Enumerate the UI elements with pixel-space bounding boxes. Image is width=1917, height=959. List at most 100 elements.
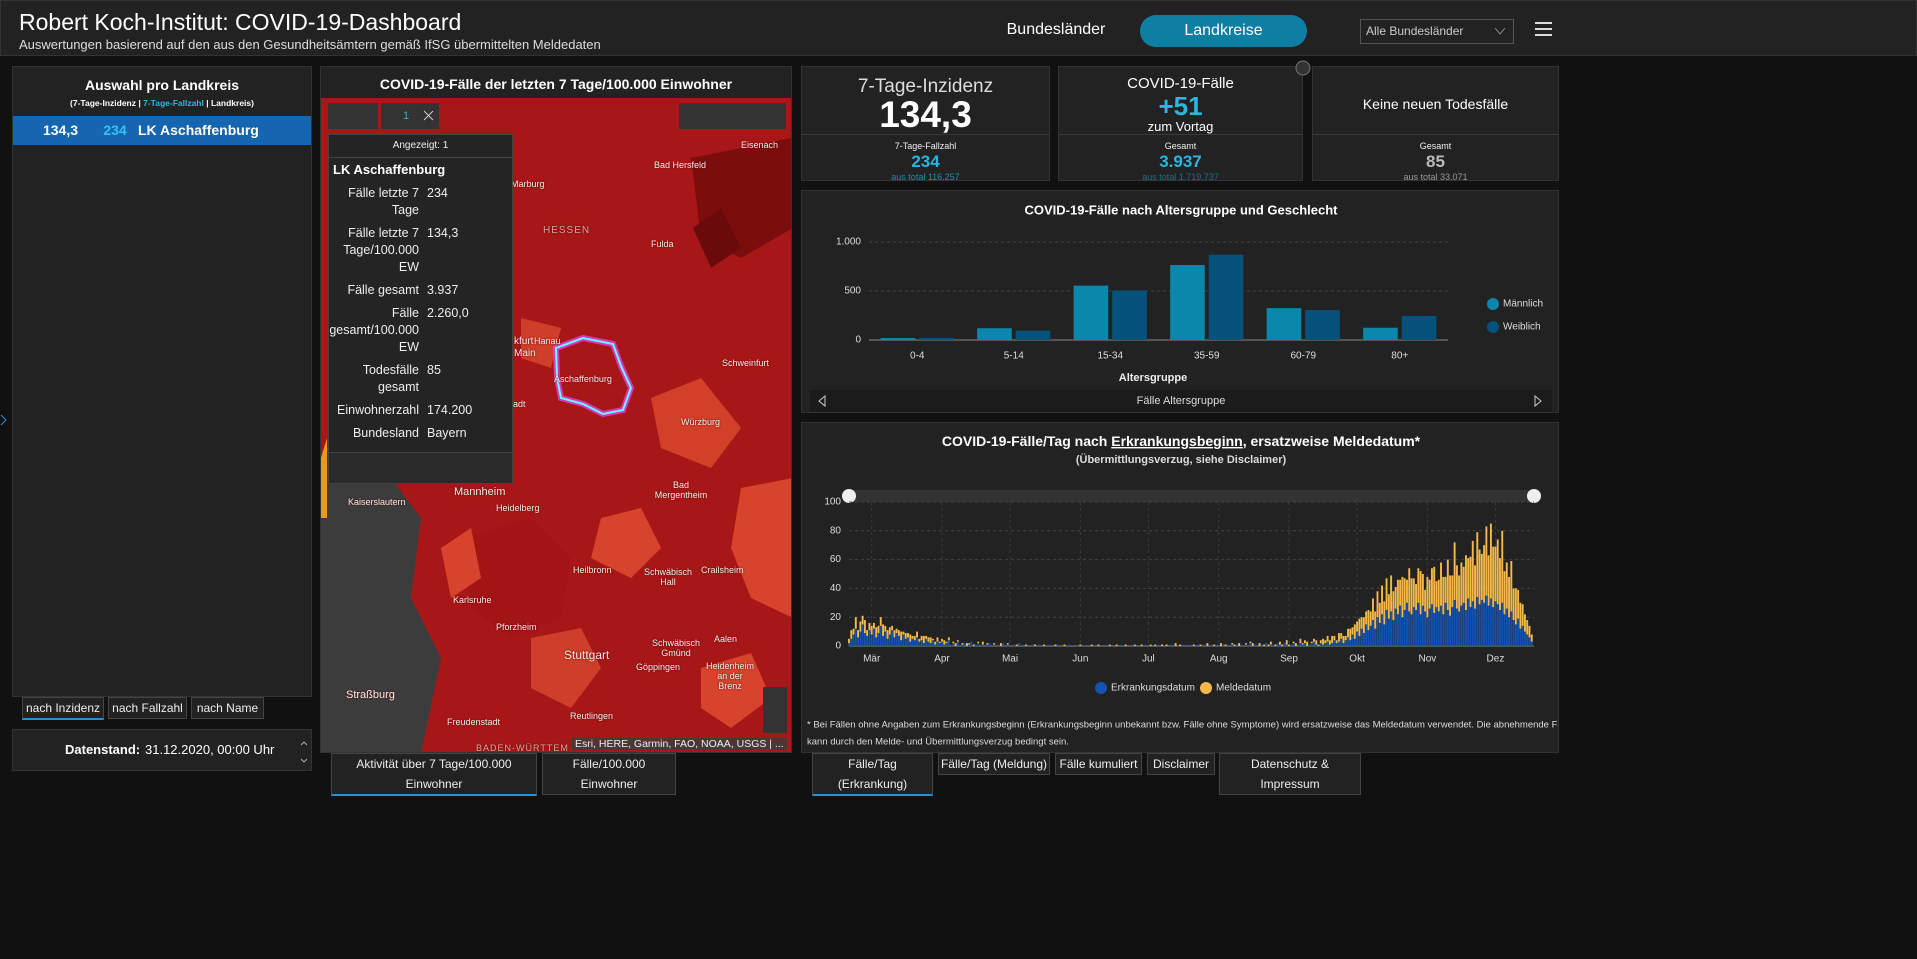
bar-segment: [1474, 565, 1476, 609]
bar-segment: [1501, 530, 1504, 603]
bar-segment: [1181, 644, 1184, 646]
bar-segment: [1331, 643, 1334, 646]
bar-segment: [1285, 640, 1288, 645]
county-row[interactable]: 134,3 234 LK Aschaffenburg: [13, 116, 311, 145]
chart-tab[interactable]: Fälle kumuliert: [1055, 753, 1142, 775]
bar-segment: [1356, 631, 1359, 646]
title: Robert Koch-Institut: COVID-19-Dashboard: [19, 9, 462, 35]
map-tab[interactable]: Aktivität über 7 Tage/100.000 Einwohner: [331, 753, 537, 796]
bar-segment: [1308, 644, 1311, 646]
bar-segment: [1297, 644, 1300, 646]
bar-segment: [1256, 644, 1259, 646]
bar-segment: [1079, 644, 1082, 646]
kpi-total: aus total 1.719.737: [1142, 172, 1219, 182]
bar-segment: [1034, 644, 1036, 646]
bar-segment: [1347, 637, 1349, 646]
bar-segment: [1435, 607, 1438, 646]
bar-segment: [1449, 615, 1452, 646]
bar-segment: [863, 633, 866, 646]
bar-segment: [1460, 605, 1463, 646]
bar-segment: [1353, 624, 1356, 639]
sort-tab[interactable]: nach Name: [191, 697, 264, 719]
map-tool[interactable]: 1: [381, 103, 439, 129]
expand-icon[interactable]: [1295, 60, 1311, 76]
slider-handle[interactable]: [1527, 489, 1541, 503]
side-arrow[interactable]: [0, 414, 8, 426]
y-tick-label: 0: [855, 335, 861, 346]
map-label: Mannheim: [454, 486, 506, 498]
navigator-arrows[interactable]: [818, 394, 1542, 408]
bar-segment: [1283, 643, 1286, 646]
bar-segment: [916, 631, 918, 638]
title-part[interactable]: Erkrankungsbeginn: [1111, 433, 1242, 449]
bar-segment: [1154, 644, 1157, 646]
bar-segment: [1115, 644, 1118, 646]
bar-segment: [920, 640, 923, 646]
chart-tab[interactable]: Fälle/Tag (Meldung): [938, 753, 1050, 775]
bar-segment: [981, 644, 984, 646]
chart-tab[interactable]: Disclaimer: [1147, 753, 1215, 775]
bar-segment: [1419, 571, 1422, 615]
bar-segment: [993, 643, 996, 645]
bar-segment: [927, 641, 930, 646]
bar-segment: [1303, 640, 1306, 644]
bar-segment: [1446, 610, 1449, 646]
menu-icon[interactable]: [1535, 21, 1552, 37]
bar-segment: [907, 637, 909, 646]
bar-segment: [1505, 562, 1508, 609]
bar-segment: [1301, 643, 1304, 645]
map-search-tools[interactable]: [679, 103, 786, 129]
dropdown-arrow: [1495, 28, 1505, 35]
kpi-sub-label: 7-Tage-Fallzahl: [894, 141, 957, 151]
x-tick-label: Apr: [934, 654, 950, 665]
y-tick-label: 20: [830, 612, 842, 623]
bar-segment: [1290, 644, 1293, 646]
bar-segment: [1392, 591, 1395, 621]
bar-segment: [1292, 643, 1295, 646]
bar-segment: [1340, 633, 1343, 639]
legend-swatch: [1095, 682, 1107, 694]
close-icon[interactable]: [423, 110, 434, 121]
bar-segment: [1367, 610, 1370, 631]
range-slider[interactable]: [849, 490, 1534, 502]
bar-segment: [1494, 601, 1497, 646]
chart-title: COVID-19-Fälle nach Altersgruppe und Ges…: [1024, 202, 1338, 217]
zoom-controls[interactable]: [763, 687, 787, 733]
status-box: Datenstand: 31.12.2020, 00:00 Uhr: [12, 729, 312, 771]
slider-handle[interactable]: [842, 489, 856, 503]
chart-tab[interactable]: Datenschutz & Impressum: [1219, 753, 1361, 795]
map-tool[interactable]: [328, 103, 378, 129]
bar-segment: [1317, 644, 1320, 646]
bar-segment: [1480, 599, 1483, 646]
bar-segment: [1478, 549, 1481, 605]
nav-link[interactable]: Bundesländer: [1006, 21, 1106, 38]
chart-tab[interactable]: Fälle/Tag (Erkrankung): [812, 753, 933, 796]
map-label: BADEN-WÜRTTEM: [476, 743, 569, 753]
field-value: 3.937: [427, 283, 459, 297]
bar-segment: [1403, 578, 1406, 610]
bar-segment: [859, 621, 862, 632]
map[interactable]: [321, 98, 792, 753]
sort-tab[interactable]: nach Fallzahl: [108, 697, 187, 719]
map-label: Eisenach: [741, 140, 779, 150]
scroll-arrows[interactable]: [300, 740, 308, 764]
bar-segment: [1455, 608, 1458, 646]
field-label: Einwohnerzahl: [337, 403, 419, 417]
bar-segment: [848, 638, 850, 644]
bar-segment: [931, 640, 934, 646]
map-tab[interactable]: Fälle/100.000 Einwohner: [542, 753, 676, 795]
bar-segment: [1161, 644, 1163, 646]
popup-field: Fälle letzte 7 Tage/100.000 EW 134,3: [329, 225, 512, 276]
bar-segment: [1417, 568, 1420, 603]
sort-tab[interactable]: nach Inzidenz: [22, 697, 104, 720]
bar: [1266, 308, 1302, 340]
bar-segment: [1508, 617, 1511, 646]
nav-link-active[interactable]: Landkreise: [1140, 15, 1307, 47]
map-label: Freudenstadt: [447, 717, 501, 727]
bar: [880, 338, 916, 340]
bar-segment: [941, 641, 943, 646]
bar-segment: [1458, 575, 1461, 612]
dropdown[interactable]: Alle Bundesländer: [1360, 19, 1514, 44]
daily-chart: COVID-19-Fälle/Tag nach Erkrankungsbegin…: [801, 422, 1559, 753]
bar-segment: [963, 643, 966, 646]
